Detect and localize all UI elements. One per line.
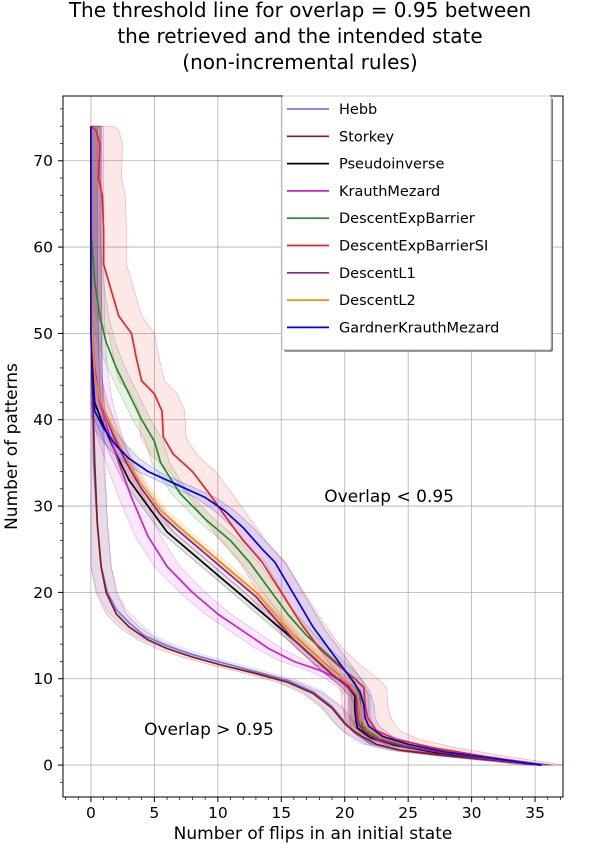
x-tick-label: 15 xyxy=(271,804,291,822)
band-storkey xyxy=(90,125,552,766)
x-tick-label: 0 xyxy=(86,804,96,822)
legend-label: Hebb xyxy=(339,102,377,118)
line-descentexpbarriersi xyxy=(90,125,542,766)
y-tick-label: 60 xyxy=(33,239,53,257)
x-tick-label: 30 xyxy=(462,804,482,822)
legend-label: KrauthMezard xyxy=(339,184,440,200)
y-tick-label: 10 xyxy=(33,670,53,688)
legend-label: GardnerKrauthMezard xyxy=(339,320,499,336)
legend-label: Pseudoinverse xyxy=(339,157,444,173)
legend: Hebb Storkey Pseudoinverse KrauthMezard Desc… xyxy=(281,95,553,352)
y-tick-label: 0 xyxy=(43,757,53,775)
x-tick-label: 5 xyxy=(149,804,159,822)
x-tick-label: 35 xyxy=(525,804,545,822)
line-descentexpbarrier xyxy=(90,126,542,766)
annotation-overlap-above: Overlap > 0.95 xyxy=(144,720,274,740)
series-lines xyxy=(90,125,542,766)
y-tick-label: 20 xyxy=(33,584,53,602)
line-gardnerkrauthmezard xyxy=(90,126,542,766)
y-tick-label: 70 xyxy=(33,152,53,170)
y-tick-label: 40 xyxy=(33,411,53,429)
legend-label: DescentL1 xyxy=(339,266,416,282)
line-pseudoinverse xyxy=(90,126,542,766)
chart-title-line-2: the retrieved and the intended state xyxy=(117,24,482,48)
y-axis-label: Number of patterns xyxy=(2,363,22,530)
legend-label: DescentExpBarrierSI xyxy=(339,239,488,255)
x-axis-label: Number of flips in an initial state xyxy=(174,824,453,844)
legend-label: DescentL2 xyxy=(339,293,416,309)
band-hebb xyxy=(90,125,552,766)
legend-label: Storkey xyxy=(339,129,395,145)
legend-label: DescentExpBarrier xyxy=(339,211,475,227)
chart-title-line-1: The threshold line for overlap = 0.95 be… xyxy=(68,0,531,22)
y-tick-label: 50 xyxy=(33,325,53,343)
x-tick-label: 20 xyxy=(335,804,355,822)
y-tick-label: 30 xyxy=(33,498,53,516)
chart-title-line-3: (non-incremental rules) xyxy=(182,50,417,74)
line-storkey xyxy=(90,126,542,766)
legend-box xyxy=(281,95,552,351)
line-descentl2 xyxy=(90,126,542,766)
axis-ticks: 0 5 10 15 20 25 30 35 0 10 20 30 40 50 60 70 xyxy=(33,108,561,822)
x-tick-label: 25 xyxy=(398,804,418,822)
chart-title: The threshold line for overlap = 0.95 be… xyxy=(68,0,531,74)
annotation-overlap-below: Overlap < 0.95 xyxy=(324,487,454,507)
x-tick-label: 10 xyxy=(208,804,228,822)
